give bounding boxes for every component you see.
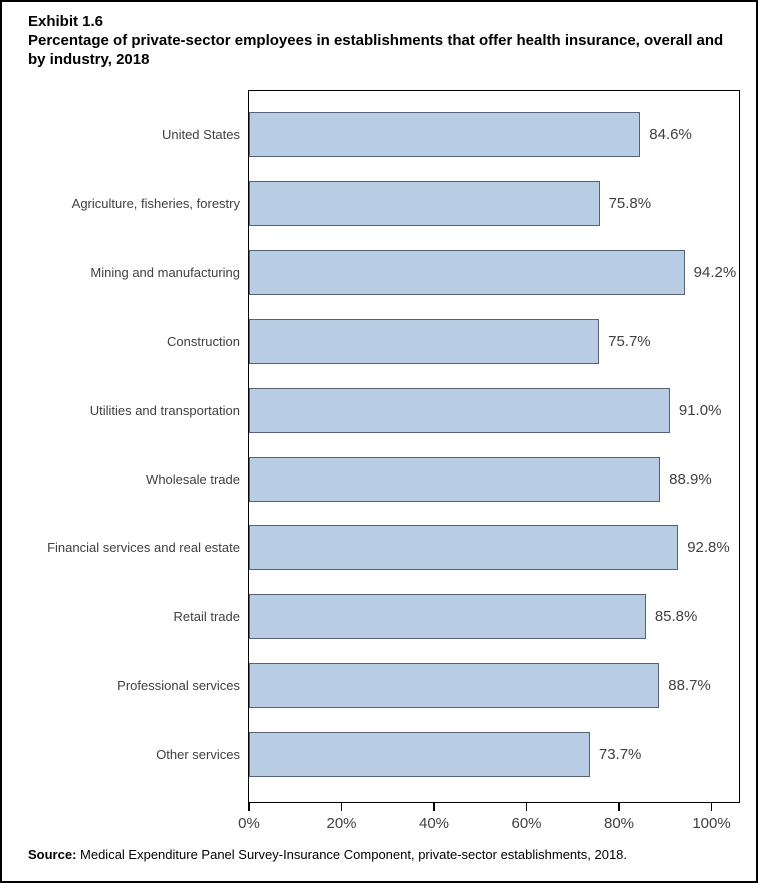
axis-tick-label: 80% <box>603 815 635 832</box>
axis-tick-label: 20% <box>326 815 357 832</box>
axis-tick-label: 40% <box>418 815 450 832</box>
bar <box>249 594 646 640</box>
bar <box>249 387 670 433</box>
value-label: 91.0% <box>678 401 722 419</box>
category-label: Wholesale trade <box>146 471 240 487</box>
value-label: 84.6% <box>649 126 692 143</box>
category-label: United States <box>161 127 240 142</box>
axis-tick <box>340 803 343 811</box>
axis-tick-label: 60% <box>511 815 542 832</box>
source-text: Medical Expenditure Panel Survey-Insuran… <box>76 847 628 862</box>
category-label: Agriculture, fisheries, forestry <box>71 195 240 211</box>
bar <box>249 180 600 226</box>
category-label: Mining and manufacturing <box>90 264 240 280</box>
value-label: 75.8% <box>608 194 652 212</box>
bar <box>249 456 661 502</box>
bar <box>249 525 679 571</box>
bar-row: Construction 75.7% <box>2 318 756 364</box>
bar-row: Utilities and transportation 91.0% <box>2 387 756 433</box>
value-label: 88.7% <box>668 677 711 695</box>
axis-tick <box>710 803 713 811</box>
bar-row: Mining and manufacturing 94.2% <box>2 249 756 295</box>
bar <box>249 318 600 364</box>
bar <box>249 112 641 157</box>
value-label: 85.8% <box>654 608 698 626</box>
bar <box>249 732 590 778</box>
bar <box>249 249 685 295</box>
chart-title-block: Exhibit 1.6 Percentage of private-sector… <box>28 12 740 69</box>
exhibit-number: Exhibit 1.6 <box>28 13 104 30</box>
axis-tick <box>248 803 250 811</box>
source-label: Source: <box>28 847 77 862</box>
category-label: Retail trade <box>173 609 240 625</box>
source-note: Source: Medical Expenditure Panel Survey… <box>28 847 738 862</box>
axis-tick-label: 0% <box>238 815 260 832</box>
bar-row: Financial services and real estate 92.8% <box>2 525 756 571</box>
bar <box>249 663 660 709</box>
bar-row: Other services 73.7% <box>2 732 756 778</box>
chart-title: Percentage of private-sector employees i… <box>28 32 724 68</box>
bar-row: Retail trade 85.8% <box>2 594 756 640</box>
category-label: Other services <box>156 747 240 763</box>
value-label: 73.7% <box>598 746 642 764</box>
value-label: 92.8% <box>687 539 730 557</box>
category-label: Professional services <box>117 678 240 694</box>
value-label: 88.9% <box>669 470 712 488</box>
bar-row: Wholesale trade 88.9% <box>2 456 756 502</box>
bar-row: Professional services 88.7% <box>2 663 756 709</box>
category-label: Financial services and real estate <box>47 540 240 556</box>
value-label: 75.7% <box>608 332 651 350</box>
category-label: Construction <box>167 333 240 349</box>
value-label: 94.2% <box>693 263 737 281</box>
bar-row: United States 84.6% <box>2 112 756 157</box>
axis-tick <box>618 803 620 811</box>
bar-row: Agriculture, fisheries, forestry 75.8% <box>2 180 756 226</box>
category-label: Utilities and transportation <box>89 402 240 418</box>
axis-tick-label: 100% <box>692 815 731 832</box>
axis-tick <box>433 803 435 811</box>
axis-tick <box>525 803 528 811</box>
